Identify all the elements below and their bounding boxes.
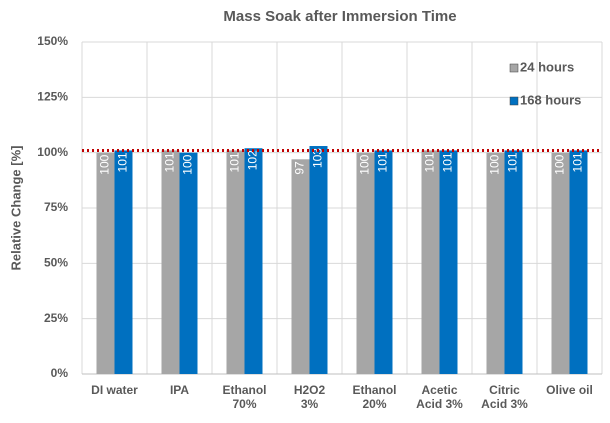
legend-swatch xyxy=(509,63,519,73)
bar xyxy=(161,150,180,374)
bar xyxy=(504,150,523,374)
bar xyxy=(486,152,505,374)
x-tick-label: IPA xyxy=(169,383,190,397)
value-label: 101 xyxy=(423,152,437,172)
value-label: 100 xyxy=(488,154,502,174)
value-label: 100 xyxy=(98,154,112,174)
y-tick-label: 0% xyxy=(51,366,69,380)
bar xyxy=(356,152,375,374)
value-label: 101 xyxy=(228,152,242,172)
x-tick-label: DI water xyxy=(91,383,138,397)
x-tick-label: Acetic Acid 3% xyxy=(416,383,463,411)
legend-swatch xyxy=(509,96,519,106)
x-tick-label: Olive oil xyxy=(546,383,593,397)
bar xyxy=(114,150,133,374)
legend-label: 24 hours xyxy=(520,59,574,74)
y-tick-label: 25% xyxy=(44,311,68,325)
bar xyxy=(179,152,198,374)
value-label: 101 xyxy=(571,152,585,172)
chart-title: Mass Soak after Immersion Time xyxy=(223,8,456,25)
y-axis-label: Relative Change [%] xyxy=(8,146,23,271)
value-label: 97 xyxy=(293,161,307,175)
x-tick-label: H2O2 3% xyxy=(293,383,326,411)
y-tick-label: 50% xyxy=(44,256,68,270)
value-label: 101 xyxy=(376,152,390,172)
bar xyxy=(551,152,570,374)
y-tick-label: 75% xyxy=(44,200,68,214)
y-tick-label: 150% xyxy=(37,34,68,48)
value-label: 100 xyxy=(358,154,372,174)
value-label: 101 xyxy=(506,152,520,172)
y-tick-label: 100% xyxy=(37,145,68,159)
legend-label: 168 hours xyxy=(520,92,581,107)
bar xyxy=(569,150,588,374)
value-label: 103 xyxy=(311,148,325,168)
value-label: 101 xyxy=(163,152,177,172)
x-tick-label: Ethanol 20% xyxy=(352,383,397,411)
bar xyxy=(291,159,310,374)
bar xyxy=(226,150,245,374)
bar xyxy=(439,150,458,374)
value-label: 102 xyxy=(246,150,260,170)
value-label: 100 xyxy=(553,154,567,174)
bar xyxy=(374,150,393,374)
value-label: 100 xyxy=(181,154,195,174)
bar xyxy=(421,150,440,374)
bar xyxy=(96,152,115,374)
y-tick-label: 125% xyxy=(37,90,68,104)
x-tick-label: Ethanol 70% xyxy=(222,383,267,411)
x-tick-label: Citric Acid 3% xyxy=(481,383,528,411)
value-label: 101 xyxy=(116,152,130,172)
value-label: 101 xyxy=(441,152,455,172)
bar xyxy=(309,146,328,374)
bar xyxy=(244,148,263,374)
